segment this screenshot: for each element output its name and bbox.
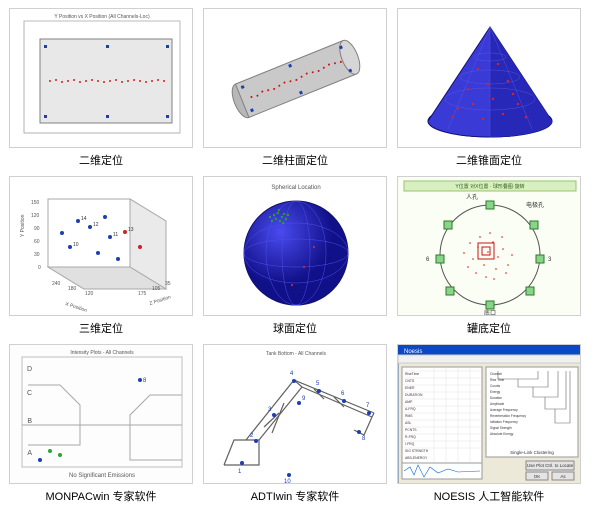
svg-text:Noesis: Noesis <box>404 349 422 355</box>
svg-text:A-FRQ: A-FRQ <box>405 407 416 411</box>
svg-text:5: 5 <box>316 381 320 387</box>
svg-text:12: 12 <box>93 222 99 228</box>
cell-sphere: Spherical Location <box>202 176 388 336</box>
svg-text:I-FRQ: I-FRQ <box>405 442 415 446</box>
svg-text:ENER: ENER <box>405 386 415 390</box>
caption-sphere: 球面定位 <box>273 320 317 336</box>
thumb-noesis: Noesis RiseTime CNTS ENER DURATION AMP A-FRQ… <box>397 344 581 484</box>
caption-monpac: MONPACwin 专家软件 <box>45 488 156 504</box>
svg-text:As: As <box>560 474 566 479</box>
svg-text:240: 240 <box>52 281 61 287</box>
svg-text:150: 150 <box>31 200 40 206</box>
svg-text:AMP: AMP <box>405 400 413 404</box>
thumbnail-grid: Y Position vs X Position (All Channels-L… <box>8 8 590 504</box>
svg-text:ASL: ASL <box>405 421 412 425</box>
svg-text:6: 6 <box>341 391 345 397</box>
svg-text:11: 11 <box>113 232 118 238</box>
caption-cone: 二维锥面定位 <box>456 152 522 168</box>
svg-text:14: 14 <box>81 216 87 222</box>
svg-text:60: 60 <box>34 239 40 245</box>
cell-cone: 二维锥面定位 <box>396 8 582 168</box>
svg-text:180: 180 <box>68 286 77 292</box>
thumb-2d: Y Position vs X Position (All Channels-L… <box>9 8 193 148</box>
svg-text:PCNTS: PCNTS <box>405 428 417 432</box>
thumb-tankbottom: Y位置 对X位置 · 球形叠图·旋转 人孔电极孔 36 底口 <box>397 176 581 316</box>
svg-text:0: 0 <box>38 265 41 271</box>
svg-text:X Position: X Position <box>64 301 87 314</box>
thumb-3d: 0 30 60 90 120 150 Y Position X Position Z P… <box>9 176 193 316</box>
thumb-adti: Tank Bottom - All Channels 1 <box>203 344 387 484</box>
svg-text:10: 10 <box>284 479 291 484</box>
svg-text:30: 30 <box>34 252 40 258</box>
cell-cylinder: 二维柱面定位 <box>202 8 388 168</box>
thumb-sphere: Spherical Location <box>203 176 387 316</box>
svg-text:105: 105 <box>152 286 161 292</box>
caption-adti: ADTIwin 专家软件 <box>251 488 340 504</box>
svg-text:A: A <box>27 450 32 457</box>
svg-text:Intensity Plots - All Channels: Intensity Plots - All Channels <box>70 350 134 356</box>
svg-text:Rise Time: Rise Time <box>490 378 504 382</box>
svg-text:Duration: Duration <box>490 396 502 400</box>
caption-noesis: NOESIS 人工智能软件 <box>434 488 545 504</box>
svg-text:8: 8 <box>362 436 366 442</box>
cell-noesis: Noesis RiseTime CNTS ENER DURATION AMP A-FRQ… <box>396 344 582 504</box>
svg-text:9: 9 <box>302 396 306 402</box>
svg-text:D: D <box>27 366 32 373</box>
svg-text:Initiation Frequency: Initiation Frequency <box>490 420 518 424</box>
svg-text:1: 1 <box>238 469 242 475</box>
svg-text:DURATION: DURATION <box>405 393 423 397</box>
svg-text:R-FRQ: R-FRQ <box>405 435 416 439</box>
svg-text:4: 4 <box>290 371 294 377</box>
svg-text:7: 7 <box>366 403 370 409</box>
svg-text:120: 120 <box>31 213 40 219</box>
caption-3d: 三维定位 <box>79 320 123 336</box>
caption-2d: 二维定位 <box>79 152 123 168</box>
thumb-monpac: D C B A 8 No Significant Emissions Inten… <box>9 344 193 484</box>
svg-text:175: 175 <box>138 291 147 297</box>
svg-text:No Significant Emissions: No Significant Emissions <box>69 473 135 479</box>
svg-text:2: 2 <box>250 433 254 439</box>
svg-text:Use Plot Ctrl. to Locate: Use Plot Ctrl. to Locate <box>527 463 574 468</box>
svg-text:ABS-ENERGY: ABS-ENERGY <box>405 456 428 460</box>
svg-text:OK: OK <box>534 474 541 479</box>
svg-text:Average Frequency: Average Frequency <box>490 408 518 412</box>
cell-tankbottom: Y位置 对X位置 · 球形叠图·旋转 人孔电极孔 36 底口 <box>396 176 582 336</box>
caption-tankbottom: 罐底定位 <box>467 320 511 336</box>
svg-text:Energy: Energy <box>490 390 501 394</box>
svg-text:Single-Link Clustering: Single-Link Clustering <box>510 450 554 455</box>
cell-monpac: D C B A 8 No Significant Emissions Inten… <box>8 344 194 504</box>
svg-text:Reverberation Frequency: Reverberation Frequency <box>490 414 526 418</box>
svg-text:Absolute Energy: Absolute Energy <box>490 432 514 436</box>
cell-adti: Tank Bottom - All Channels 1 <box>202 344 388 504</box>
svg-text:CNTS: CNTS <box>405 379 415 383</box>
svg-text:Spherical Location: Spherical Location <box>271 185 320 191</box>
svg-text:Channel: Channel <box>490 372 502 376</box>
svg-text:90: 90 <box>34 226 40 232</box>
thumb-cylinder <box>203 8 387 148</box>
thumb-cone <box>397 8 581 148</box>
svg-text:SIG STRNGTH: SIG STRNGTH <box>405 449 429 453</box>
cell-3d: 0 30 60 90 120 150 Y Position X Position Z P… <box>8 176 194 336</box>
svg-text:B: B <box>27 418 32 425</box>
svg-text:RMS: RMS <box>405 414 413 418</box>
svg-text:Signal Strength: Signal Strength <box>490 426 512 430</box>
svg-text:Y Position: Y Position <box>20 214 26 237</box>
svg-text:电极孔: 电极孔 <box>526 201 544 209</box>
svg-text:Counts: Counts <box>490 384 501 388</box>
svg-text:Z Position: Z Position <box>149 294 172 307</box>
svg-text:Y位置 对X位置 · 球形叠图·旋转: Y位置 对X位置 · 球形叠图·旋转 <box>455 183 524 190</box>
svg-text:人孔: 人孔 <box>466 193 478 201</box>
svg-text:Y Position vs X Position (All: Y Position vs X Position (All Channels-L… <box>54 14 150 20</box>
cell-2d: Y Position vs X Position (All Channels-L… <box>8 8 194 168</box>
svg-text:35: 35 <box>165 281 171 287</box>
svg-text:120: 120 <box>85 291 94 297</box>
svg-text:Tank Bottom - All Channels: Tank Bottom - All Channels <box>266 351 327 357</box>
svg-text:RiseTime: RiseTime <box>405 372 419 376</box>
svg-text:底口: 底口 <box>484 309 496 316</box>
svg-text:C: C <box>27 390 32 397</box>
caption-cylinder: 二维柱面定位 <box>262 152 328 168</box>
svg-text:Amplitude: Amplitude <box>490 402 504 406</box>
svg-text:13: 13 <box>128 227 134 233</box>
svg-text:10: 10 <box>73 242 79 248</box>
